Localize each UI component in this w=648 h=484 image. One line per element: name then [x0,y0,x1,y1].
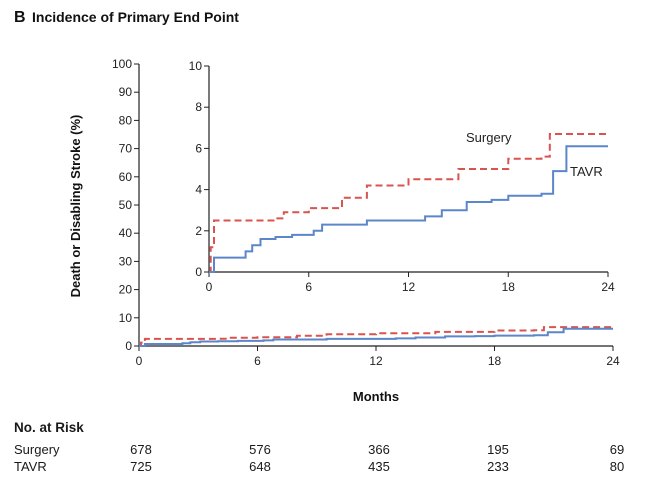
main-y-tick-label: 10 [119,311,133,325]
risk-cell: 233 [487,459,509,474]
risk-row-surgery: Surgery 678 576 366 195 69 [14,442,634,458]
main-y-tick-label: 60 [119,170,133,184]
risk-cell: 80 [609,459,625,474]
main-y-tick-label: 0 [125,339,132,353]
inset-plot-series [209,133,608,273]
x-axis-label: Months [353,389,399,404]
inset-x-tick-label: 18 [502,280,516,294]
inset-y-tick-label: 2 [195,224,202,238]
main-plot-series [139,326,613,347]
main-x-tick-label: 0 [136,354,143,368]
risk-cell: 366 [368,442,390,457]
inset-x-tick-label: 6 [305,280,312,294]
figure-title: Incidence of Primary End Point [32,9,239,25]
main-x-tick-label: 6 [254,354,261,368]
main-y-tick-label: 70 [119,142,133,156]
risk-cell: 195 [487,442,509,457]
risk-row-tavr: TAVR 725 648 435 233 80 [14,459,634,475]
inset-y-tick-label: 8 [195,100,202,114]
panel-letter: B [14,9,26,26]
main-x-tick-label: 18 [488,354,502,368]
inset-y-tick-label: 0 [195,265,202,279]
inset-line-tavr [209,145,608,273]
risk-cell: 69 [609,442,625,457]
inset-y-tick-label: 6 [195,141,202,155]
inset-x-tick-label: 12 [402,280,416,294]
main-line-tavr [139,327,613,347]
risk-cell: 576 [249,442,271,457]
main-y-tick-label: 90 [119,85,133,99]
main-y-tick-label: 50 [119,198,133,212]
risk-cell: 435 [368,459,390,474]
main-y-tick-label: 20 [119,283,133,297]
y-axis-label: Death or Disabling Stroke (%) [68,115,83,298]
inset-x-tick-label: 0 [206,280,213,294]
risk-cell: 648 [249,459,271,474]
inset-y-tick-label: 4 [195,183,202,197]
main-x-tick-label: 12 [369,354,383,368]
main-y-tick-label: 40 [119,226,133,240]
inset-line-surgery [209,133,608,273]
main-line-surgery [139,326,613,347]
main-x-tick-label: 24 [606,354,620,368]
legend-surgery: Surgery [466,130,512,145]
main-y-tick-label: 80 [119,113,133,127]
main-y-tick-label: 30 [119,254,133,268]
main-y-tick-label: 100 [112,57,132,71]
risk-cell: 725 [130,459,152,474]
legend-tavr: TAVR [570,164,603,179]
risk-row-label: Surgery [14,442,60,457]
risk-table-title: No. at Risk [14,420,84,435]
inset-x-tick-label: 24 [601,280,615,294]
risk-row-label: TAVR [14,459,47,474]
inset-y-tick-label: 10 [189,59,203,73]
risk-cell: 678 [130,442,152,457]
